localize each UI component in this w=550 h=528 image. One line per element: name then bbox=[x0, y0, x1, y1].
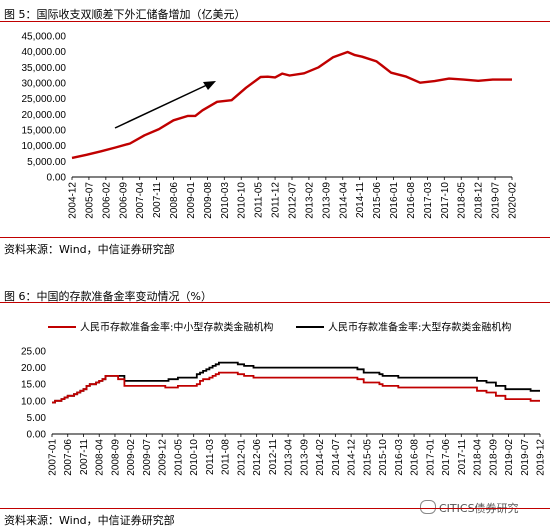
x-tick-label: 2011-05 bbox=[254, 182, 265, 218]
figure6-title: 图 6：中国的存款准备金率变动情况（%） bbox=[4, 290, 212, 303]
x-tick-label: 2013-02 bbox=[304, 182, 315, 219]
x-tick-label: 2015-10 bbox=[378, 439, 389, 476]
x-tick-label: 2012-06 bbox=[252, 439, 263, 476]
figure5-top-rule bbox=[0, 21, 550, 22]
wechat-icon bbox=[420, 500, 436, 514]
x-tick-label: 2012-11 bbox=[268, 439, 279, 475]
legend-label: 人民币存款准备金率:中小型存款类金融机构 bbox=[80, 321, 273, 334]
y-tick-label: 45,000.00 bbox=[22, 32, 67, 43]
series-line-reserves bbox=[71, 50, 512, 160]
x-tick-label: 2014-02 bbox=[315, 439, 326, 476]
x-tick-label: 2019-02 bbox=[504, 439, 515, 476]
x-tick-label: 2016-03 bbox=[394, 439, 405, 476]
x-tick-label: 2010-10 bbox=[237, 182, 248, 219]
x-tick-label: 2020-02 bbox=[508, 182, 519, 219]
x-tick-label: 2018-04 bbox=[473, 439, 484, 476]
x-tick-label: 2011-03 bbox=[205, 439, 216, 475]
x-tick-label: 2009-07 bbox=[142, 439, 153, 476]
x-tick-label: 2015-05 bbox=[362, 439, 373, 476]
y-tick-label: 20,000.00 bbox=[22, 110, 67, 121]
trend-arrow-shaft bbox=[114, 83, 210, 129]
x-tick-label: 2019-07 bbox=[520, 439, 531, 476]
x-tick-label: 2018-05 bbox=[457, 182, 468, 219]
x-tick-label: 2010-03 bbox=[220, 182, 231, 219]
x-tick-label: 2017-01 bbox=[425, 439, 436, 476]
x-tick-label: 2009-02 bbox=[126, 439, 137, 476]
x-tick-label: 2018-09 bbox=[488, 439, 499, 476]
x-tick-label: 2008-06 bbox=[169, 182, 180, 219]
y-tick-label: 25,000.00 bbox=[22, 94, 67, 105]
x-tick-label: 2004-12 bbox=[68, 182, 79, 219]
x-tick-label: 2006-09 bbox=[118, 182, 129, 219]
figure6-bottom-rule bbox=[0, 508, 550, 509]
x-tick-label: 2014-11 bbox=[355, 182, 366, 218]
x-tick-label: 2013-09 bbox=[321, 182, 332, 219]
x-tick-label: 2017-11 bbox=[457, 439, 468, 475]
x-tick-label: 2019-12 bbox=[536, 439, 547, 476]
x-tick-label: 2014-07 bbox=[331, 439, 342, 476]
x-tick-label: 2011-12 bbox=[271, 182, 282, 218]
x-tick-label: 2017-10 bbox=[440, 182, 451, 219]
x-tick-label: 2007-11 bbox=[79, 439, 90, 475]
y-tick-label: 25.00 bbox=[21, 347, 46, 358]
y-tick-label: 0.00 bbox=[27, 430, 47, 441]
y-tick-label: 40,000.00 bbox=[22, 47, 67, 58]
y-tick-label: 0.00 bbox=[47, 173, 67, 184]
x-tick-label: 2017-03 bbox=[423, 182, 434, 219]
x-tick-label: 2010-10 bbox=[189, 439, 200, 476]
x-tick-label: 2007-06 bbox=[63, 439, 74, 476]
x-tick-label: 2012-01 bbox=[236, 439, 247, 476]
figure6-source: 资料来源：Wind，中信证券研究部 bbox=[4, 514, 175, 527]
x-tick-label: 2013-09 bbox=[299, 439, 310, 476]
x-tick-label: 2008-09 bbox=[110, 439, 121, 476]
x-tick-label: 2007-04 bbox=[135, 182, 146, 219]
figure5-bottom-rule bbox=[0, 237, 550, 238]
y-tick-label: 15,000.00 bbox=[22, 126, 67, 137]
figure6-chart: 人民币存款准备金率:中小型存款类金融机构 人民币存款准备金率:大型存款类金融机构 … bbox=[21, 321, 547, 476]
trend-arrow-head bbox=[203, 81, 216, 90]
legend-label: 人民币存款准备金率:大型存款类金融机构 bbox=[328, 321, 511, 334]
x-tick-label: 2017-06 bbox=[441, 439, 452, 476]
x-tick-label: 2009-01 bbox=[186, 182, 197, 219]
x-tick-label: 2016-08 bbox=[406, 182, 417, 219]
x-tick-label: 2011-08 bbox=[221, 439, 232, 475]
y-tick-label: 10.00 bbox=[21, 396, 46, 407]
x-tick-label: 2016-08 bbox=[410, 439, 421, 476]
x-tick-label: 2007-11 bbox=[152, 182, 163, 218]
y-tick-label: 30,000.00 bbox=[22, 79, 67, 90]
y-tick-label: 10,000.00 bbox=[22, 141, 67, 152]
y-tick-label: 15.00 bbox=[21, 380, 46, 391]
x-tick-label: 2014-12 bbox=[347, 439, 358, 476]
x-tick-label: 2010-05 bbox=[173, 439, 184, 476]
x-tick-label: 2014-04 bbox=[338, 182, 349, 219]
x-tick-label: 2018-12 bbox=[474, 182, 485, 219]
x-tick-label: 2015-06 bbox=[372, 182, 383, 219]
figure5-source: 资料来源：Wind，中信证券研究部 bbox=[4, 243, 175, 256]
x-tick-label: 2009-08 bbox=[203, 182, 214, 219]
series-line-small-medium-banks bbox=[52, 371, 540, 404]
figure5-title: 图 5：国际收支双顺差下外汇储备增加（亿美元） bbox=[4, 8, 246, 21]
y-tick-label: 35,000.00 bbox=[22, 63, 67, 74]
x-tick-label: 2009-12 bbox=[158, 439, 169, 476]
y-tick-label: 20.00 bbox=[21, 363, 46, 374]
x-tick-label: 2006-02 bbox=[101, 182, 112, 219]
x-tick-label: 2012-07 bbox=[288, 182, 299, 219]
x-tick-label: 2019-07 bbox=[491, 182, 502, 219]
y-tick-label: 5,000.00 bbox=[27, 157, 66, 168]
x-tick-label: 2016-01 bbox=[389, 182, 400, 219]
figure6-top-rule bbox=[0, 302, 550, 303]
y-tick-label: 5.00 bbox=[27, 413, 47, 424]
x-tick-label: 2005-07 bbox=[84, 182, 95, 219]
x-tick-label: 2013-04 bbox=[284, 439, 295, 476]
x-tick-label: 2007-01 bbox=[48, 439, 59, 476]
figure5-chart: 0.00 5,000.00 10,000.00 15,000.00 20,000.00 2… bbox=[22, 32, 519, 219]
x-tick-label: 2008-04 bbox=[95, 439, 106, 476]
